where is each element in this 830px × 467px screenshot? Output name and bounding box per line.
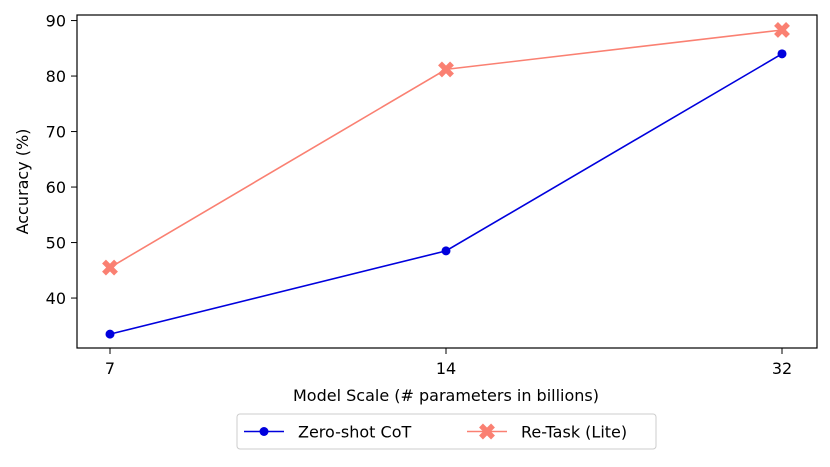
data-point-1 [438,61,454,78]
legend-swatch-marker [259,427,269,436]
legend-label: Zero-shot CoT [298,423,411,442]
y-tick-label: 80 [46,67,66,86]
legend-items: Zero-shot CoT Re-Task (Lite) [244,423,627,442]
legend-label: Re-Task (Lite) [521,423,627,442]
series-layer [102,22,790,339]
y-tick-label: 50 [46,234,66,253]
x-axis-label: Model Scale (# parameters in billions) [293,386,599,405]
data-point-0 [105,329,115,339]
y-tick-label: 70 [46,123,66,142]
data-point-0 [441,246,451,256]
y-tick-label: 60 [46,178,66,197]
data-point-1 [774,22,790,38]
y-axis-label: Accuracy (%) [13,129,32,235]
y-tick-label: 90 [46,12,66,31]
legend: Zero-shot CoT Re-Task (Lite) [236,413,657,450]
legend-swatch-marker [479,423,495,440]
x-tick-label: 32 [772,359,792,378]
y-tick-label: 40 [46,289,66,308]
x-axis-ticks: 7 14 32 [105,348,792,378]
data-point-0 [777,49,787,59]
legend-frame [236,413,657,450]
data-point-1 [102,259,118,276]
y-axis-ticks: 40 50 60 70 80 90 [46,12,77,308]
x-tick-label: 14 [436,359,456,378]
x-tick-label: 7 [105,359,115,378]
